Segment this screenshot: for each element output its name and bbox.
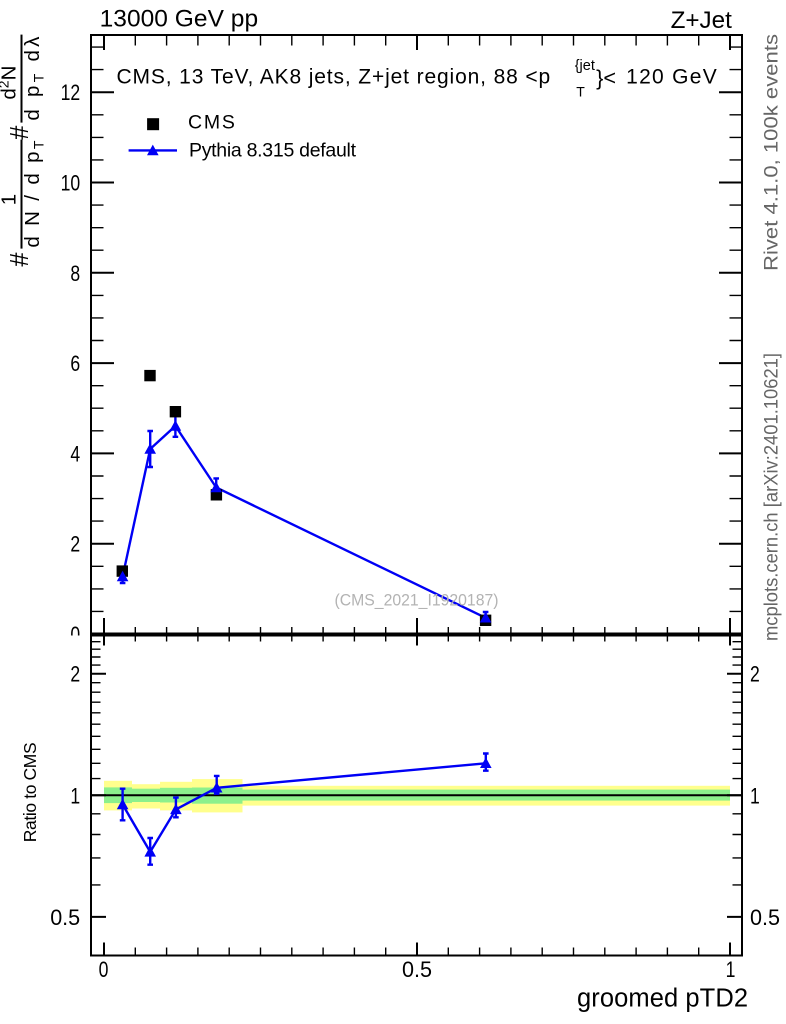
svg-text:Rivet 4.1.0, 100k events: Rivet 4.1.0, 100k events [762,34,783,271]
svg-text:T: T [576,84,585,100]
svg-text:0.5: 0.5 [402,957,432,982]
svg-text:1: 1 [70,783,80,808]
svg-text:1: 1 [0,194,21,205]
svg-text:0: 0 [70,622,80,647]
svg-text:CMS: CMS [188,112,235,134]
svg-text:10: 10 [61,171,81,196]
svg-text:d N / d pT: d N / d pT [21,140,47,247]
svg-text:}<: }< [596,66,616,90]
svg-text:d pT dλ: d pT dλ [21,36,47,121]
svg-text:2: 2 [750,662,760,687]
svg-text:12: 12 [61,80,81,105]
svg-text:mcplots.cern.ch [arXiv:2401.10: mcplots.cern.ch [arXiv:2401.10621] [762,353,783,641]
svg-text:0: 0 [99,957,109,982]
svg-text:(CMS_2021_I1920187): (CMS_2021_I1920187) [335,591,499,609]
svg-text:6: 6 [70,351,80,376]
svg-text:2: 2 [70,662,80,687]
svg-text:0.5: 0.5 [750,905,780,930]
svg-text:Pythia 8.315 default: Pythia 8.315 default [189,139,357,161]
svg-text:120 GeV: 120 GeV [626,66,717,89]
svg-text:4: 4 [70,441,80,466]
svg-text:#: # [6,252,34,267]
svg-text:1: 1 [726,957,736,982]
svg-text:Z+Jet: Z+Jet [671,7,732,34]
svg-text:groomed pTD2: groomed pTD2 [577,985,748,1013]
svg-text:d2N: d2N [0,66,21,100]
svg-text:2: 2 [70,532,80,557]
svg-text:CMS, 13 TeV, AK8 jets, Z+jet r: CMS, 13 TeV, AK8 jets, Z+jet region, 88 … [117,66,551,89]
svg-text:0.5: 0.5 [50,905,80,930]
svg-text:8: 8 [70,261,80,286]
svg-text:{jet: {jet [575,58,595,74]
svg-text:1: 1 [750,783,760,808]
svg-text:13000 GeV pp: 13000 GeV pp [100,5,259,32]
svg-text:#: # [6,125,34,140]
svg-text:Ratio to CMS: Ratio to CMS [20,742,40,842]
